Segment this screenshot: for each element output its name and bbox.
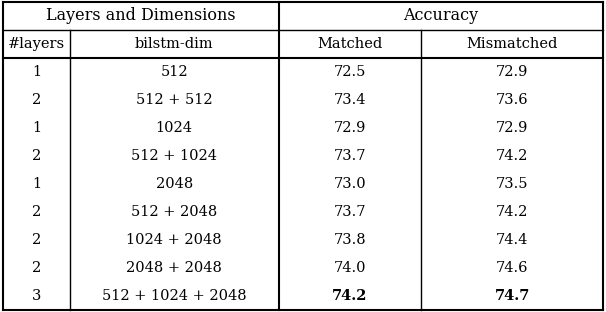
Text: 2: 2: [32, 233, 41, 247]
Text: 3: 3: [32, 290, 41, 303]
Text: 73.5: 73.5: [496, 177, 528, 191]
Text: 512: 512: [161, 65, 188, 79]
Text: 512 + 1024: 512 + 1024: [132, 149, 217, 163]
Text: 1024 + 2048: 1024 + 2048: [127, 233, 222, 247]
Text: 72.9: 72.9: [334, 121, 366, 135]
Text: 74.2: 74.2: [332, 290, 368, 303]
Text: 72.9: 72.9: [496, 121, 528, 135]
Text: 1: 1: [32, 65, 41, 79]
Text: 74.2: 74.2: [496, 205, 528, 219]
Text: 72.5: 72.5: [334, 65, 366, 79]
Text: 2: 2: [32, 93, 41, 107]
Text: 72.9: 72.9: [496, 65, 528, 79]
Text: 74.0: 74.0: [334, 261, 366, 275]
Text: 74.4: 74.4: [496, 233, 528, 247]
Text: #layers: #layers: [8, 37, 65, 51]
Text: 512 + 512: 512 + 512: [136, 93, 213, 107]
Text: 2: 2: [32, 261, 41, 275]
Text: 73.7: 73.7: [334, 205, 366, 219]
Text: 512 + 2048: 512 + 2048: [131, 205, 218, 219]
Text: 73.7: 73.7: [334, 149, 366, 163]
Text: Mismatched: Mismatched: [467, 37, 558, 51]
Text: 2048 + 2048: 2048 + 2048: [126, 261, 222, 275]
Text: 73.0: 73.0: [334, 177, 366, 191]
Text: 2048: 2048: [156, 177, 193, 191]
Text: bilstm-dim: bilstm-dim: [135, 37, 213, 51]
Text: 1024: 1024: [156, 121, 193, 135]
Text: 1: 1: [32, 121, 41, 135]
Text: Layers and Dimensions: Layers and Dimensions: [46, 7, 236, 24]
Text: 73.8: 73.8: [334, 233, 366, 247]
Text: Matched: Matched: [318, 37, 382, 51]
Text: 2: 2: [32, 149, 41, 163]
Text: 2: 2: [32, 205, 41, 219]
Text: 74.2: 74.2: [496, 149, 528, 163]
Text: 74.6: 74.6: [496, 261, 528, 275]
Text: 73.6: 73.6: [496, 93, 528, 107]
Text: 1: 1: [32, 177, 41, 191]
Text: 73.4: 73.4: [334, 93, 366, 107]
Text: 512 + 1024 + 2048: 512 + 1024 + 2048: [102, 290, 247, 303]
Text: Accuracy: Accuracy: [404, 7, 478, 24]
Text: 74.7: 74.7: [494, 290, 530, 303]
